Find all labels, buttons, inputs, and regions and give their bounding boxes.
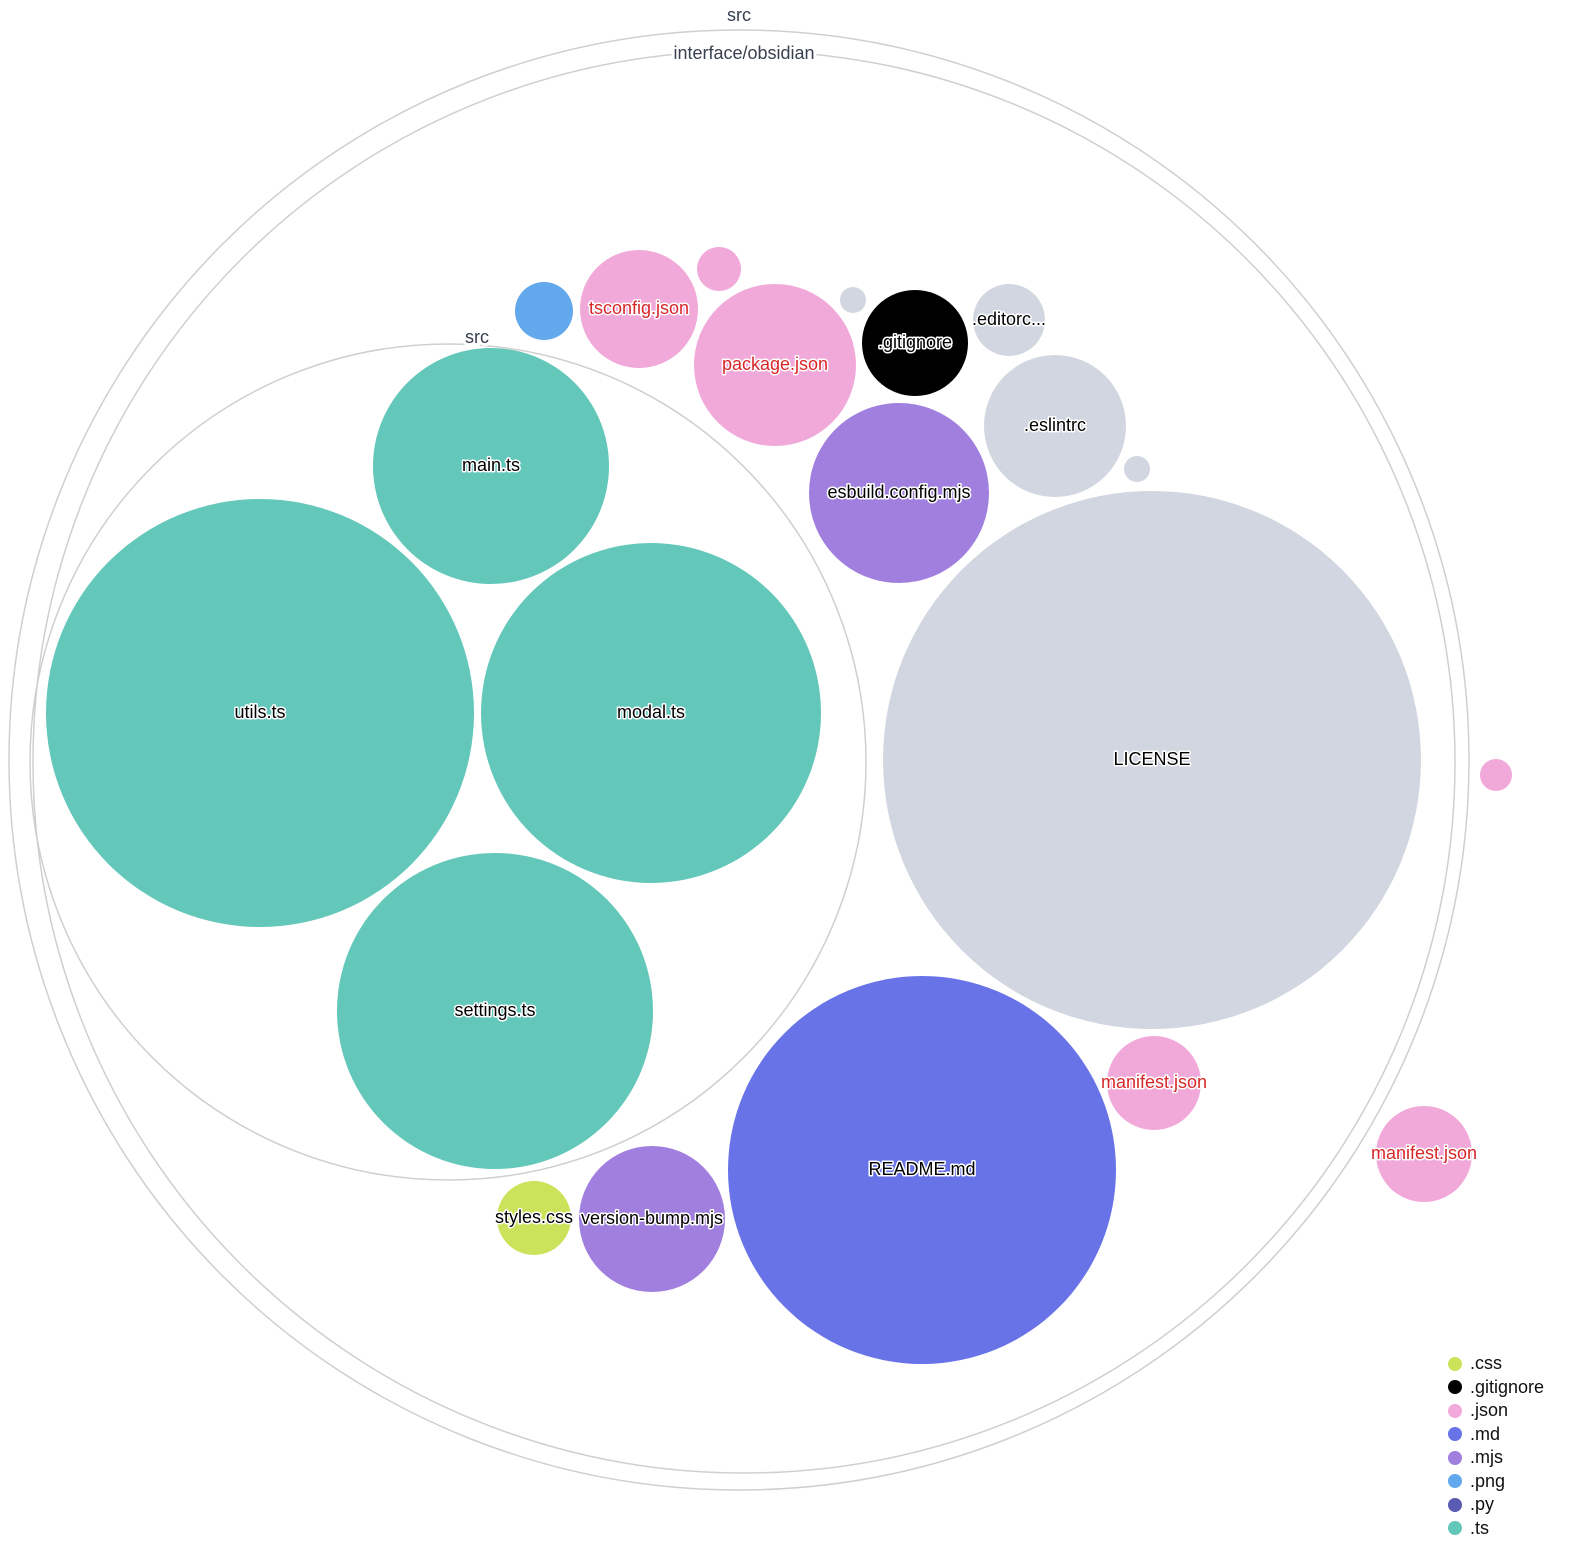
legend-item: .mjs [1448, 1446, 1544, 1470]
file-circle[interactable] [728, 976, 1116, 1364]
file-circle[interactable] [481, 543, 821, 883]
file-circle[interactable] [1107, 1036, 1201, 1130]
file-node[interactable]: manifest.json [1369, 1106, 1479, 1202]
legend-swatch [1448, 1403, 1462, 1418]
file-label: modal.ts [617, 702, 685, 722]
file-circle[interactable] [579, 1146, 725, 1292]
file-node[interactable]: LICENSE [883, 491, 1421, 1029]
file-node[interactable]: tsconfig.json [580, 250, 698, 368]
file-node[interactable]: modal.ts [481, 543, 821, 883]
file-node[interactable]: settings.ts [337, 853, 653, 1169]
folder-circle[interactable] [29, 343, 867, 1181]
legend-label: .mjs [1470, 1447, 1503, 1468]
legend-swatch [1448, 1450, 1462, 1465]
file-label: manifest.json [1101, 1072, 1207, 1092]
file-label: utils.ts [234, 702, 285, 722]
legend-label: .gitignore [1470, 1376, 1545, 1397]
file-label: .eslintrc [1024, 415, 1086, 435]
file-circle[interactable] [984, 355, 1126, 497]
file-node[interactable] [697, 247, 741, 291]
legend-swatch [1448, 1356, 1462, 1371]
legend-swatch [1448, 1427, 1462, 1442]
file-node[interactable]: README.md [728, 976, 1116, 1364]
file-circle[interactable] [1480, 759, 1512, 791]
legend-swatch [1448, 1497, 1462, 1512]
file-circle[interactable] [580, 250, 698, 368]
legend-item: .ts [1448, 1517, 1544, 1541]
file-circle[interactable] [809, 403, 989, 583]
folder-label: src [727, 5, 751, 25]
file-node[interactable]: manifest.json [1099, 1036, 1209, 1130]
file-circle[interactable] [373, 348, 609, 584]
file-label: settings.ts [454, 1000, 535, 1020]
file-node[interactable]: utils.ts [46, 499, 474, 927]
file-circle[interactable] [46, 499, 474, 927]
folder-label: src [465, 327, 489, 347]
legend-swatch [1448, 1380, 1462, 1395]
legend-item: .md [1448, 1423, 1544, 1447]
file-node[interactable]: .eslintrc [984, 355, 1126, 497]
file-circle[interactable] [862, 290, 968, 396]
file-node[interactable]: package.json [694, 284, 856, 446]
file-circle[interactable] [694, 284, 856, 446]
legend-item: .gitignore [1448, 1376, 1544, 1400]
legend-item: .css [1448, 1352, 1544, 1376]
file-node[interactable] [1480, 759, 1512, 791]
legend-label: .ts [1470, 1517, 1490, 1538]
file-node[interactable]: .editorc... [970, 284, 1048, 356]
legend: .css .gitignore .json .md .mjs .png .py .ts [1448, 1352, 1544, 1540]
file-circle[interactable] [497, 1181, 571, 1255]
file-label: version-bump.mjs [581, 1208, 723, 1228]
legend-label: .md [1470, 1423, 1501, 1444]
file-circle[interactable] [1124, 456, 1150, 482]
file-label: .editorc... [972, 309, 1046, 329]
file-label: esbuild.config.mjs [827, 482, 970, 502]
file-circle[interactable] [973, 284, 1045, 356]
folder-label: interface/obsidian [673, 43, 814, 63]
legend-label: .css [1470, 1353, 1503, 1374]
file-node[interactable] [840, 287, 866, 313]
file-circle[interactable] [1376, 1106, 1472, 1202]
file-label: package.json [722, 354, 828, 374]
folder-circle[interactable] [32, 50, 1456, 1474]
file-label: main.ts [462, 455, 520, 475]
file-node[interactable]: .gitignore [862, 290, 968, 396]
legend-item: .png [1448, 1470, 1544, 1494]
file-node[interactable] [515, 282, 573, 340]
file-node[interactable]: styles.css [493, 1181, 575, 1255]
file-label: tsconfig.json [589, 298, 689, 318]
file-circle[interactable] [515, 282, 573, 340]
legend-label: .json [1470, 1400, 1509, 1421]
file-node[interactable] [1124, 456, 1150, 482]
file-circle[interactable] [840, 287, 866, 313]
legend-item: .py [1448, 1493, 1544, 1517]
file-label: README.md [868, 1159, 975, 1179]
file-label: styles.css [495, 1207, 573, 1227]
file-circle[interactable] [337, 853, 653, 1169]
file-circle[interactable] [697, 247, 741, 291]
legend-label: .png [1470, 1470, 1506, 1491]
file-label: LICENSE [1113, 749, 1190, 769]
legend-swatch [1448, 1521, 1462, 1536]
file-circle[interactable] [883, 491, 1421, 1029]
legend-item: .json [1448, 1399, 1544, 1423]
file-node[interactable]: esbuild.config.mjs [809, 403, 989, 583]
file-label: manifest.json [1371, 1143, 1477, 1163]
legend-swatch [1448, 1474, 1462, 1489]
file-label: .gitignore [878, 332, 952, 352]
file-node[interactable]: version-bump.mjs [579, 1146, 725, 1292]
legend-label: .py [1470, 1494, 1495, 1515]
folder-circle[interactable] [8, 29, 1470, 1491]
file-node[interactable]: main.ts [373, 348, 609, 584]
